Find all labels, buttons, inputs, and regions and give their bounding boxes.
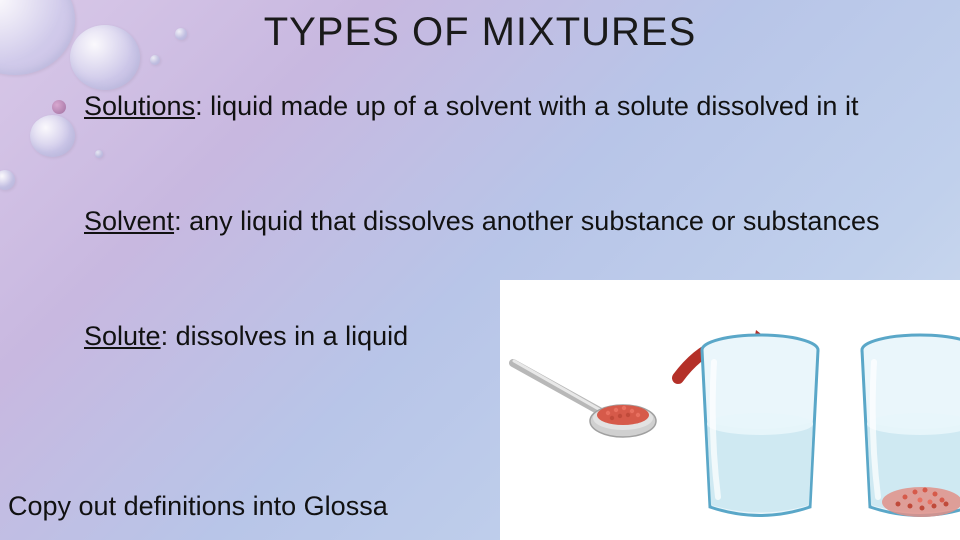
def-solute: : dissolves in a liquid <box>161 321 409 351</box>
bullet-text: Solutions: liquid made up of a solvent w… <box>84 90 858 124</box>
bullet-dot-icon <box>52 100 66 114</box>
dissolved-solute-icon <box>882 487 960 517</box>
bullet-text: Solute: dissolves in a liquid <box>84 320 408 354</box>
term-solutions: Solutions <box>84 91 195 121</box>
glass-after-icon <box>850 332 960 522</box>
water-drop-decoration <box>95 150 103 158</box>
solute-grains-icon <box>597 405 649 425</box>
bullet-text: Solvent: any liquid that dissolves anoth… <box>84 205 879 239</box>
illustration-panel <box>500 280 960 540</box>
bullet-solute: Solute: dissolves in a liquid <box>52 320 408 354</box>
water-drop-decoration <box>150 55 160 65</box>
slide: TYPES OF MIXTURES Solutions: liquid made… <box>0 0 960 540</box>
term-solute: Solute <box>84 321 161 351</box>
footer-instruction: Copy out definitions into Glossa <box>8 491 388 522</box>
water-drop-decoration <box>0 170 15 190</box>
def-solvent: : any liquid that dissolves another subs… <box>174 206 879 236</box>
term-solvent: Solvent <box>84 206 174 236</box>
bullet-solvent: Solvent: any liquid that dissolves anoth… <box>52 205 879 239</box>
slide-title: TYPES OF MIXTURES <box>0 10 960 55</box>
def-solutions: : liquid made up of a solvent with a sol… <box>195 91 858 121</box>
bullet-solutions: Solutions: liquid made up of a solvent w… <box>52 90 858 124</box>
spoon-icon <box>508 358 668 448</box>
glass-before-icon <box>690 332 830 522</box>
